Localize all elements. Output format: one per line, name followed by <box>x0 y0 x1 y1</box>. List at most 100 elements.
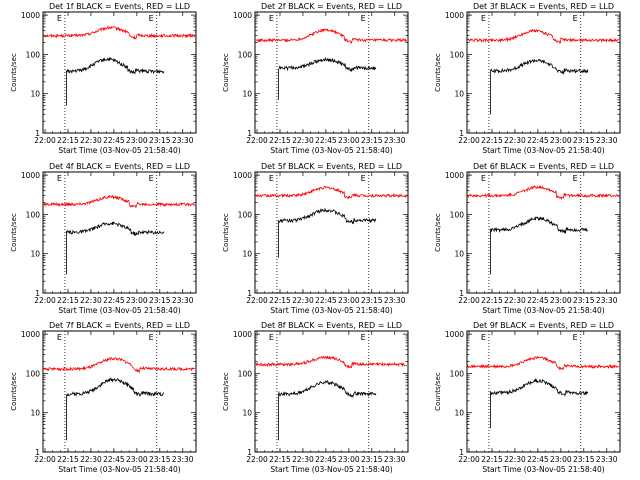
events-series-line <box>490 377 589 429</box>
x-tick-label: 22:30 <box>504 455 526 464</box>
chart-panel-9: Det 9f BLACK = Events, RED = LLD 1 10 100 10… <box>434 321 621 474</box>
x-tick-label: 22:45 <box>315 455 337 464</box>
y-tick-label: 100 <box>238 210 253 219</box>
x-tick-label: 23:30 <box>596 455 618 464</box>
chart-panel-7: Det 7f BLACK = Events, RED = LLD 1 10 100 10… <box>10 321 197 474</box>
y-tick-label: 1000 <box>233 171 252 180</box>
chart-panel-8: Det 8f BLACK = Events, RED = LLD 1 10 100 10… <box>222 321 409 474</box>
x-tick-label: 22:00 <box>34 136 56 145</box>
x-tick-label: 22:45 <box>527 136 549 145</box>
chart-title: Det 6f BLACK = Events, RED = LLD <box>473 162 614 171</box>
x-tick-label: 23:30 <box>172 136 194 145</box>
marker-label: E <box>57 14 62 23</box>
x-tick-label: 22:00 <box>458 455 480 464</box>
x-tick-label: 23:15 <box>149 296 171 305</box>
plot-frame <box>254 11 409 134</box>
x-tick-label: 23:15 <box>361 455 383 464</box>
y-tick-label: 1000 <box>445 11 464 20</box>
x-tick-label: 23:30 <box>384 296 406 305</box>
y-tick-label: 10 <box>242 409 252 418</box>
x-tick-label: 22:00 <box>34 296 56 305</box>
x-axis-label: Start Time (03-Nov-05 21:58:40) <box>270 306 392 315</box>
y-tick-label: 1000 <box>445 171 464 180</box>
chart-title: Det 9f BLACK = Events, RED = LLD <box>473 321 614 330</box>
x-tick-label: 22:45 <box>527 455 549 464</box>
y-tick-label: 10 <box>242 90 252 99</box>
y-tick-label: 10 <box>30 409 40 418</box>
plot-frame <box>254 171 409 294</box>
lld-series-line <box>43 194 196 208</box>
x-tick-label: 22:15 <box>481 455 503 464</box>
y-axis-label: Counts/sec <box>434 53 442 92</box>
x-tick-label: 22:45 <box>527 296 549 305</box>
y-tick-label: 1 <box>459 129 464 138</box>
x-tick-label: 23:00 <box>126 455 148 464</box>
y-tick-label: 1 <box>35 448 40 457</box>
lld-series-line <box>467 355 620 371</box>
y-tick-label: 10 <box>242 250 252 259</box>
x-tick-label: 22:00 <box>246 136 268 145</box>
y-axis-label: Counts/sec <box>222 372 230 411</box>
x-tick-label: 22:30 <box>292 455 314 464</box>
x-tick-label: 22:00 <box>246 296 268 305</box>
x-tick-label: 23:30 <box>596 296 618 305</box>
x-tick-label: 22:15 <box>57 455 79 464</box>
x-tick-label: 23:00 <box>126 296 148 305</box>
lld-series-line <box>255 355 407 369</box>
lld-series-line <box>467 185 620 200</box>
plot-frame <box>466 171 621 294</box>
x-tick-label: 22:45 <box>315 296 337 305</box>
y-tick-label: 1 <box>247 289 252 298</box>
x-tick-label: 23:00 <box>550 296 572 305</box>
events-series-line <box>278 379 377 441</box>
y-axis-label: Counts/sec <box>10 53 18 92</box>
marker-label: E <box>361 14 366 23</box>
chart-title: Det 8f BLACK = Events, RED = LLD <box>261 321 402 330</box>
marker-label: E <box>57 333 62 342</box>
x-tick-label: 22:00 <box>34 455 56 464</box>
y-axis-label: Counts/sec <box>434 372 442 411</box>
x-tick-label: 23:15 <box>573 296 595 305</box>
chart-panel-4: Det 4f BLACK = Events, RED = LLD 1 10 100 10… <box>10 162 197 315</box>
x-tick-label: 22:15 <box>57 296 79 305</box>
x-tick-label: 23:00 <box>338 136 360 145</box>
x-tick-label: 23:15 <box>149 136 171 145</box>
x-tick-label: 23:30 <box>172 455 194 464</box>
y-axis-label: Counts/sec <box>10 213 18 252</box>
chart-title: Det 1f BLACK = Events, RED = LLD <box>49 2 190 11</box>
chart-panel-1: Det 1f BLACK = Events, RED = LLD 1 10 100 10… <box>10 2 197 155</box>
x-tick-label: 22:00 <box>246 455 268 464</box>
plot-frame <box>466 11 621 134</box>
x-tick-label: 22:30 <box>292 296 314 305</box>
x-axis-label: Start Time (03-Nov-05 21:58:40) <box>58 146 180 155</box>
x-tick-label: 23:00 <box>338 296 360 305</box>
x-tick-label: 22:45 <box>103 455 125 464</box>
x-tick-label: 22:45 <box>103 136 125 145</box>
x-tick-label: 22:30 <box>292 136 314 145</box>
y-tick-label: 10 <box>30 90 40 99</box>
chart-panel-2: Det 2f BLACK = Events, RED = LLD 1 10 100 10… <box>222 2 409 155</box>
plot-frame <box>466 330 621 453</box>
events-series-line <box>278 207 377 258</box>
y-tick-label: 100 <box>238 369 253 378</box>
x-tick-label: 23:15 <box>361 296 383 305</box>
x-tick-label: 23:30 <box>384 455 406 464</box>
y-axis-label: Counts/sec <box>222 53 230 92</box>
x-tick-label: 22:30 <box>80 455 102 464</box>
x-tick-label: 22:00 <box>458 296 480 305</box>
x-tick-label: 22:00 <box>458 136 480 145</box>
lld-series-line <box>255 28 407 44</box>
x-tick-label: 22:15 <box>481 296 503 305</box>
y-tick-label: 100 <box>450 50 465 59</box>
y-tick-label: 1000 <box>21 330 40 339</box>
events-series-line <box>66 377 165 441</box>
x-tick-label: 23:15 <box>361 136 383 145</box>
marker-label: E <box>149 333 154 342</box>
marker-label: E <box>573 14 578 23</box>
y-tick-label: 1000 <box>445 330 464 339</box>
x-tick-label: 22:15 <box>269 136 291 145</box>
plot-frame <box>42 330 197 453</box>
y-axis-label: Counts/sec <box>222 213 230 252</box>
events-series-line <box>278 56 377 100</box>
